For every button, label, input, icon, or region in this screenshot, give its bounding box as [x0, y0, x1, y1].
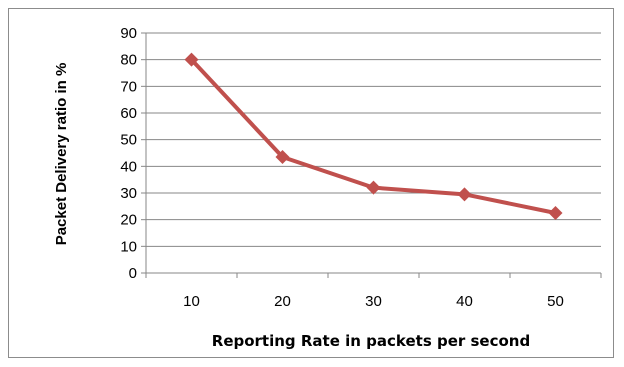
chart-frame [8, 8, 614, 358]
x-tick-label: 20 [274, 293, 291, 310]
x-tick-label: 50 [547, 293, 564, 310]
data-point [184, 52, 199, 67]
y-tick-labels: 0 10 20 30 40 50 60 70 80 90 [120, 25, 137, 282]
y-tick-label: 70 [120, 78, 137, 95]
x-axis-label: Reporting Rate in packets per second [212, 332, 530, 350]
y-tick-label: 10 [120, 238, 137, 255]
data-point [275, 150, 290, 164]
x-tick-label: 30 [365, 293, 382, 310]
y-tick-label: 80 [120, 52, 137, 69]
axes [141, 32, 602, 278]
y-tick-label: 90 [120, 25, 137, 42]
y-tick-label: 0 [129, 265, 137, 282]
y-tick-label: 30 [120, 185, 137, 202]
y-tick-label: 60 [120, 105, 137, 122]
y-tick-label: 20 [120, 212, 137, 229]
x-tick-label: 40 [456, 293, 473, 310]
data-point [457, 187, 472, 202]
x-tick-label: 10 [183, 293, 200, 310]
data-point [548, 206, 563, 220]
gridlines [146, 32, 601, 247]
data-series [184, 52, 563, 220]
x-tick-labels: 10 20 30 40 50 [183, 293, 564, 310]
y-tick-label: 40 [120, 158, 137, 175]
data-point [366, 180, 381, 195]
y-axis-label: Packet Delivery ratio in % [53, 63, 70, 246]
y-tick-label: 50 [120, 132, 137, 149]
